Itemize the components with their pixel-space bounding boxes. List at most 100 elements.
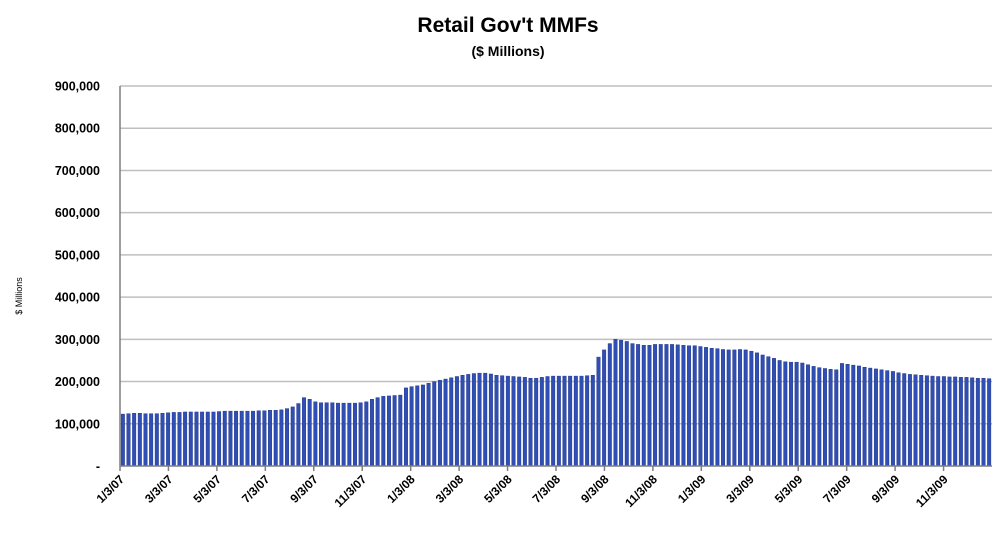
- bar-34: [313, 401, 318, 467]
- bar-146: [947, 376, 952, 467]
- bar-115: [772, 358, 776, 467]
- bar-150: [970, 377, 975, 467]
- bar-35: [319, 402, 323, 467]
- bar-120: [800, 362, 805, 467]
- bar-43: [364, 401, 369, 467]
- bar-83: [590, 375, 595, 467]
- bar-99: [681, 345, 686, 467]
- bar-77: [556, 375, 561, 467]
- bar-45: [375, 397, 380, 467]
- y-tick-label-5: 500,000: [55, 248, 100, 262]
- bar-91: [636, 344, 641, 467]
- bar-15: [205, 411, 210, 467]
- y-tick-label-4: 400,000: [55, 291, 100, 305]
- bar-11: [183, 411, 188, 467]
- bar-96: [664, 344, 669, 467]
- x-tick-label-15: 7/3/09: [820, 472, 854, 506]
- bar-32: [302, 397, 306, 467]
- bar-136: [890, 371, 895, 467]
- bar-70: [517, 376, 522, 467]
- chart-title: Retail Gov't MMFs: [417, 14, 598, 37]
- bar-97: [670, 344, 675, 467]
- bar-24: [256, 410, 261, 467]
- bar-125: [828, 369, 833, 467]
- bar-78: [562, 375, 567, 467]
- bar-117: [783, 361, 788, 467]
- bar-31: [296, 403, 301, 467]
- bar-93: [647, 345, 652, 467]
- bar-87: [613, 339, 618, 467]
- x-tick-label-6: 1/3/08: [384, 472, 418, 506]
- bar-72: [528, 377, 533, 467]
- bar-88: [619, 339, 624, 467]
- bar-104: [709, 348, 714, 467]
- bar-144: [936, 376, 941, 467]
- bar-0: [120, 413, 125, 467]
- chart-subtitle: ($ Millions): [471, 43, 544, 59]
- bar-27: [273, 410, 278, 467]
- bar-128: [845, 364, 850, 467]
- bar-137: [896, 372, 901, 467]
- bar-148: [958, 377, 963, 467]
- bar-66: [494, 375, 499, 467]
- bar-40: [347, 402, 352, 467]
- bar-18: [222, 410, 227, 467]
- bar-2: [132, 413, 137, 467]
- bar-118: [789, 361, 793, 467]
- bar-101: [692, 345, 697, 467]
- y-tick-label-1: 100,000: [55, 417, 100, 431]
- bar-37: [330, 402, 335, 467]
- bar-7: [160, 413, 165, 467]
- bar-114: [766, 356, 771, 467]
- bar-29: [285, 408, 289, 467]
- bar-12: [188, 411, 193, 467]
- x-tick-label-14: 5/3/09: [772, 472, 806, 506]
- bar-65: [488, 373, 493, 467]
- bar-6: [154, 413, 159, 467]
- bar-95: [658, 344, 663, 467]
- bar-59: [454, 376, 459, 467]
- bar-110: [743, 349, 748, 467]
- bar-4: [143, 413, 148, 467]
- x-tick-label-2: 5/3/07: [191, 472, 225, 506]
- bar-123: [817, 367, 822, 467]
- bar-141: [919, 375, 924, 467]
- bar-61: [466, 374, 471, 467]
- x-tick-label-1: 3/3/07: [142, 472, 176, 506]
- bar-79: [568, 375, 573, 467]
- bar-85: [602, 349, 607, 467]
- bar-81: [579, 375, 584, 467]
- bar-84: [596, 356, 601, 467]
- bar-151: [975, 377, 980, 467]
- bar-82: [585, 375, 590, 467]
- bar-53: [420, 384, 425, 467]
- y-tick-label-6: 600,000: [55, 206, 100, 220]
- bar-147: [953, 376, 958, 467]
- bar-103: [704, 347, 709, 467]
- y-tick-label-8: 800,000: [55, 122, 100, 136]
- bar-135: [885, 370, 890, 467]
- bar-107: [726, 349, 731, 467]
- bar-33: [307, 399, 312, 467]
- bar-145: [941, 376, 946, 467]
- bar-138: [902, 373, 907, 467]
- bar-19: [228, 410, 233, 467]
- bar-94: [653, 344, 658, 467]
- bar-30: [290, 406, 295, 467]
- x-tick-label-0: 1/3/07: [94, 472, 128, 506]
- bar-119: [794, 361, 799, 467]
- bar-20: [234, 410, 239, 467]
- bar-140: [913, 374, 918, 467]
- bar-122: [811, 366, 816, 467]
- bar-129: [851, 364, 856, 467]
- bar-3: [137, 413, 142, 467]
- bar-46: [381, 396, 386, 467]
- bar-9: [171, 412, 176, 467]
- bar-47: [387, 395, 391, 467]
- bar-109: [738, 349, 742, 467]
- bar-10: [177, 412, 182, 467]
- x-tick-label-3: 7/3/07: [239, 472, 273, 506]
- bar-28: [279, 409, 284, 467]
- bar-76: [551, 375, 556, 467]
- bar-127: [839, 363, 844, 467]
